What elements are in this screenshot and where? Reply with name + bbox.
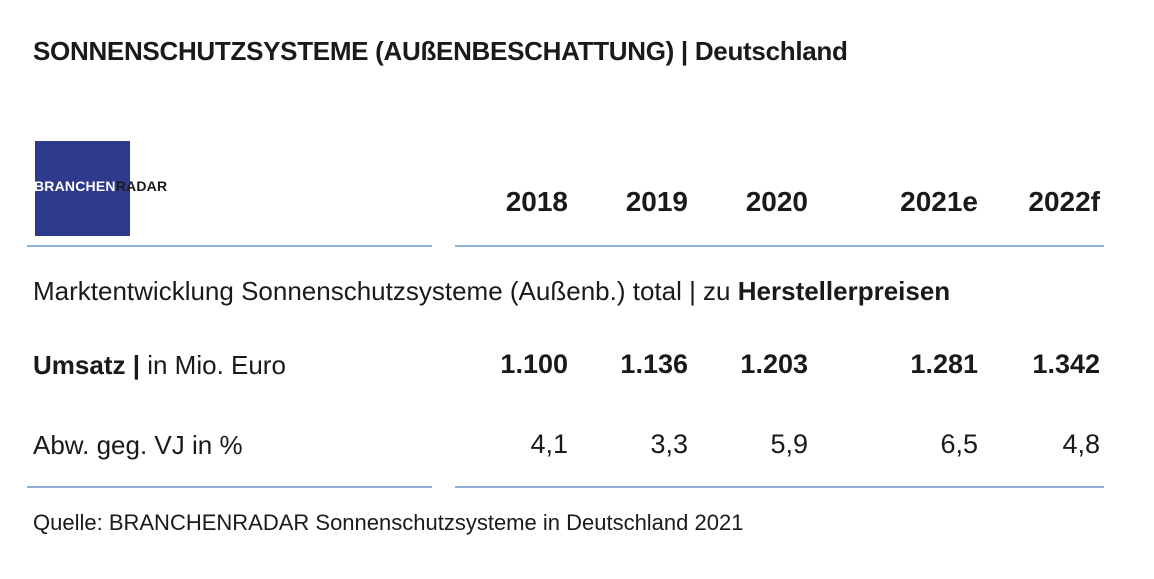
source: Quelle: BRANCHENRADAR Sonnenschutzsystem… bbox=[33, 510, 744, 535]
cell: 3,3 bbox=[650, 429, 688, 459]
row-label: Abw. geg. VJ in % bbox=[33, 430, 243, 460]
row-unit: in Mio. Euro bbox=[139, 350, 286, 380]
subtitle: Marktentwicklung Sonnenschutzsysteme (Au… bbox=[33, 276, 950, 307]
rule bbox=[27, 486, 432, 488]
logo-text: BRANCHENRADAR bbox=[34, 178, 167, 194]
cell: 5,9 bbox=[770, 429, 808, 459]
column-header: 2022f bbox=[1028, 186, 1100, 217]
logo bbox=[35, 141, 130, 236]
cell: 1.100 bbox=[500, 349, 568, 379]
subtitle-emphasis: Herstellerpreisen bbox=[737, 276, 951, 306]
column-header: 2018 bbox=[505, 186, 568, 217]
cell: 4,1 bbox=[530, 429, 568, 459]
logo-part: BRANCHEN bbox=[34, 178, 116, 194]
column-header: 2021e bbox=[900, 186, 978, 217]
cell: 1.342 bbox=[1032, 349, 1100, 379]
rule bbox=[27, 245, 432, 247]
cell: 4,8 bbox=[1062, 429, 1100, 459]
row-label-bold: Umsatz | bbox=[33, 350, 140, 380]
cell: 1.281 bbox=[910, 349, 978, 379]
column-header: 2019 bbox=[625, 186, 688, 217]
rule bbox=[455, 245, 1104, 247]
subtitle-text: Marktentwicklung Sonnenschutzsysteme (Au… bbox=[33, 276, 738, 306]
cell: 1.203 bbox=[740, 349, 808, 379]
cell: 1.136 bbox=[620, 349, 688, 379]
rule bbox=[455, 486, 1104, 488]
column-header: 2020 bbox=[745, 186, 808, 217]
title: SONNENSCHUTZSYSTEME (AUßENBESCHATTUNG) |… bbox=[33, 36, 848, 66]
cell: 6,5 bbox=[940, 429, 978, 459]
logo-part: RADAR bbox=[115, 178, 168, 194]
row-label: Umsatz | in Mio. Euro bbox=[33, 350, 286, 381]
